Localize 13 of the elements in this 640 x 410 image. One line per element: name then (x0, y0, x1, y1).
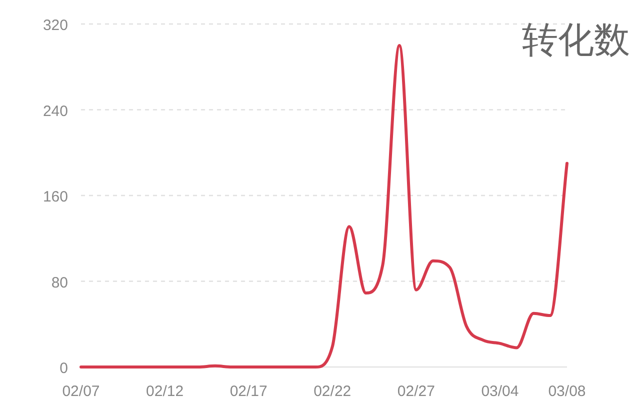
x-tick-label: 02/17 (230, 383, 268, 400)
x-tick-label: 03/08 (548, 383, 586, 400)
x-tick-label: 02/07 (62, 383, 100, 400)
x-tick-label: 02/22 (314, 383, 352, 400)
x-tick-label: 02/27 (397, 383, 435, 400)
y-tick-label: 240 (42, 102, 68, 120)
chart-title: 转化数 (522, 19, 630, 60)
y-tick-label: 160 (42, 188, 68, 206)
y-tick-label: 320 (42, 17, 68, 34)
x-tick-label: 03/04 (481, 383, 519, 400)
x-tick-label: 02/12 (146, 383, 184, 400)
y-tick-label: 0 (60, 360, 68, 377)
y-tick-label: 80 (51, 274, 68, 292)
